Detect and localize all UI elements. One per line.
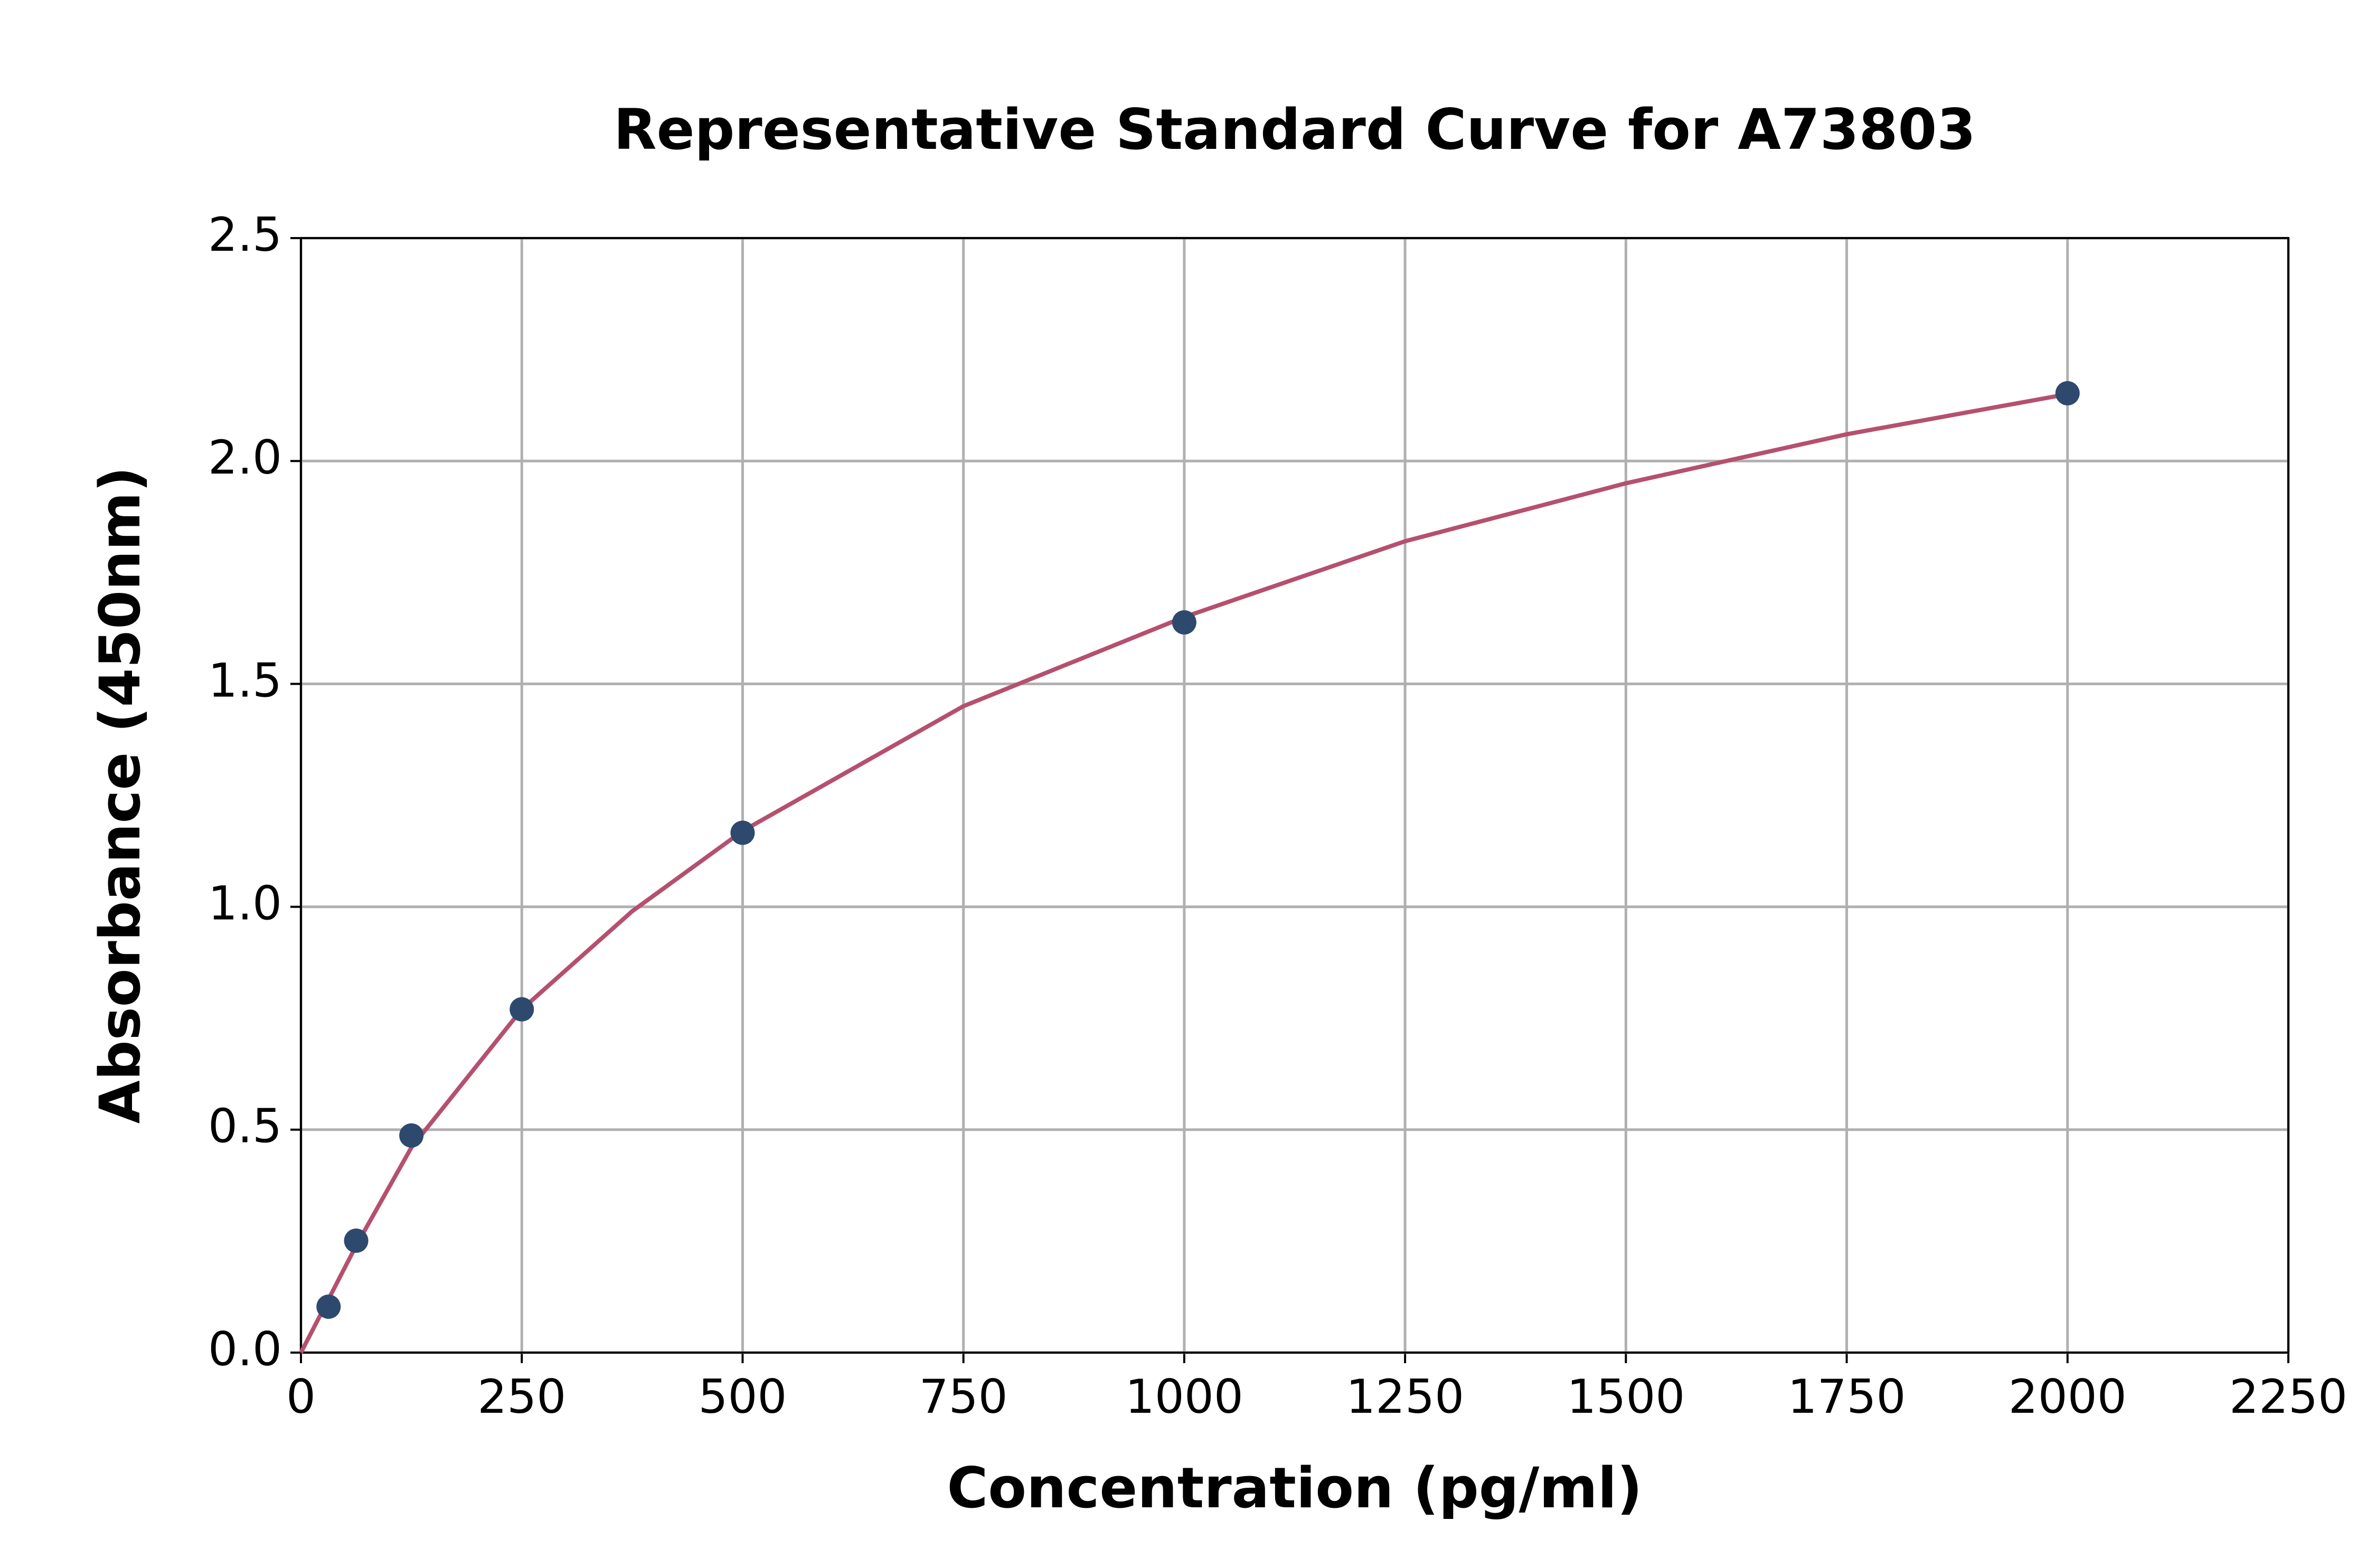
x-tick-label: 1000 bbox=[1125, 1369, 1243, 1424]
x-tick-label: 2250 bbox=[2229, 1369, 2347, 1424]
x-tick-label: 2000 bbox=[2009, 1369, 2127, 1424]
chart-title: Representative Standard Curve for A73803 bbox=[614, 97, 1976, 162]
y-tick-label: 0.0 bbox=[208, 1322, 282, 1376]
x-tick-label: 1750 bbox=[1788, 1369, 1906, 1424]
y-tick-label: 1.0 bbox=[208, 876, 282, 931]
x-axis-label: Concentration (pg/ml) bbox=[947, 1456, 1642, 1520]
y-tick-label: 1.5 bbox=[208, 653, 282, 707]
y-tick-label: 2.5 bbox=[208, 207, 282, 262]
y-tick-label: 0.5 bbox=[208, 1099, 282, 1154]
data-point bbox=[344, 1229, 369, 1253]
y-tick-label: 2.0 bbox=[208, 430, 282, 485]
x-tick-label: 1250 bbox=[1346, 1369, 1464, 1424]
plot-frame bbox=[300, 237, 2289, 1354]
x-tick-label: 1500 bbox=[1567, 1369, 1685, 1424]
data-point bbox=[510, 997, 534, 1022]
x-tick-label: 0 bbox=[286, 1369, 316, 1424]
x-tick-label: 250 bbox=[477, 1369, 566, 1424]
data-point bbox=[1172, 610, 1196, 635]
data-point bbox=[730, 820, 755, 845]
x-tick-label: 750 bbox=[919, 1369, 1008, 1424]
data-point bbox=[2055, 381, 2080, 405]
x-tick-label: 500 bbox=[698, 1369, 787, 1424]
y-axis-label: Absorbance (450nm) bbox=[88, 467, 153, 1124]
data-point bbox=[316, 1295, 341, 1319]
data-point bbox=[399, 1123, 424, 1148]
